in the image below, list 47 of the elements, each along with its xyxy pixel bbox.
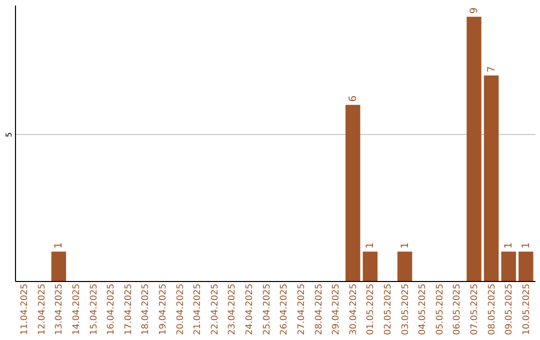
x-tick-label: 11.04.2025 <box>20 284 30 336</box>
data-label: 1 <box>400 242 411 249</box>
x-tick-label: 22.04.2025 <box>210 284 220 336</box>
bar <box>518 252 534 281</box>
y-tick-label: 5 <box>4 132 14 138</box>
x-tick-label: 19.04.2025 <box>158 284 169 336</box>
x-tick-label: 26.04.2025 <box>280 284 290 336</box>
bar <box>346 104 360 281</box>
bar <box>501 252 516 281</box>
bar <box>484 75 499 281</box>
data-label: 1 <box>365 242 376 249</box>
x-tick-label: 30.04.2025 <box>348 284 359 336</box>
x-tick-label: 06.05.2025 <box>452 284 463 336</box>
x-tick-label: 13.04.2025 <box>54 284 65 336</box>
data-label: 1 <box>504 242 515 249</box>
x-tick-label: 14.04.2025 <box>72 284 82 336</box>
x-tick-label: 10.05.2025 <box>522 284 532 336</box>
x-tick-label: 16.04.2025 <box>106 284 117 336</box>
bar <box>362 252 378 281</box>
x-tick-label: 28.04.2025 <box>314 284 324 336</box>
x-tick-label: 01.05.2025 <box>366 284 376 336</box>
x-tick-label: 23.04.2025 <box>228 284 238 336</box>
x-tick-label: 09.05.2025 <box>504 284 515 336</box>
x-tick-label: 03.05.2025 <box>400 284 411 336</box>
x-tick-label: 25.04.2025 <box>262 284 272 336</box>
x-tick-label: 15.04.2025 <box>89 284 100 336</box>
data-label: 1 <box>520 242 532 249</box>
x-tick-label: 24.04.2025 <box>245 284 256 336</box>
x-tick-label: 18.04.2025 <box>141 284 152 336</box>
data-label: 7 <box>486 66 498 72</box>
x-tick-label: 12.04.2025 <box>37 284 48 336</box>
x-tick-label: 05.05.2025 <box>435 284 446 336</box>
x-tick-label: 04.05.2025 <box>418 284 428 336</box>
x-tick-label: 17.04.2025 <box>124 284 134 336</box>
x-tick-label: 07.05.2025 <box>470 284 480 336</box>
bar <box>466 16 482 281</box>
bar <box>51 252 66 281</box>
data-label: 1 <box>54 242 65 249</box>
x-tick-label: 27.04.2025 <box>296 284 307 336</box>
x-tick-label: 29.04.2025 <box>332 284 342 336</box>
data-label: 9 <box>469 7 480 14</box>
x-tick-label: 02.05.2025 <box>383 284 394 336</box>
bar <box>397 252 412 281</box>
x-tick-label: 08.05.2025 <box>487 284 498 336</box>
x-tick-label: 21.04.2025 <box>193 284 204 336</box>
x-tick-label: 20.04.2025 <box>176 284 186 336</box>
data-label: 6 <box>348 95 359 102</box>
